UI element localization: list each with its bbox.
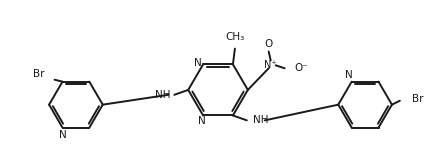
Text: CH₃: CH₃ [225,32,245,42]
Text: N: N [198,116,206,126]
Text: N⁺: N⁺ [264,60,277,70]
Text: N: N [59,130,67,140]
Text: NH: NH [253,115,268,125]
Text: N: N [345,70,353,80]
Text: O: O [265,39,273,49]
Text: Br: Br [33,69,44,79]
Text: NH: NH [155,90,170,100]
Text: Br: Br [412,94,423,104]
Text: N: N [194,58,202,68]
Text: O⁻: O⁻ [294,63,308,73]
